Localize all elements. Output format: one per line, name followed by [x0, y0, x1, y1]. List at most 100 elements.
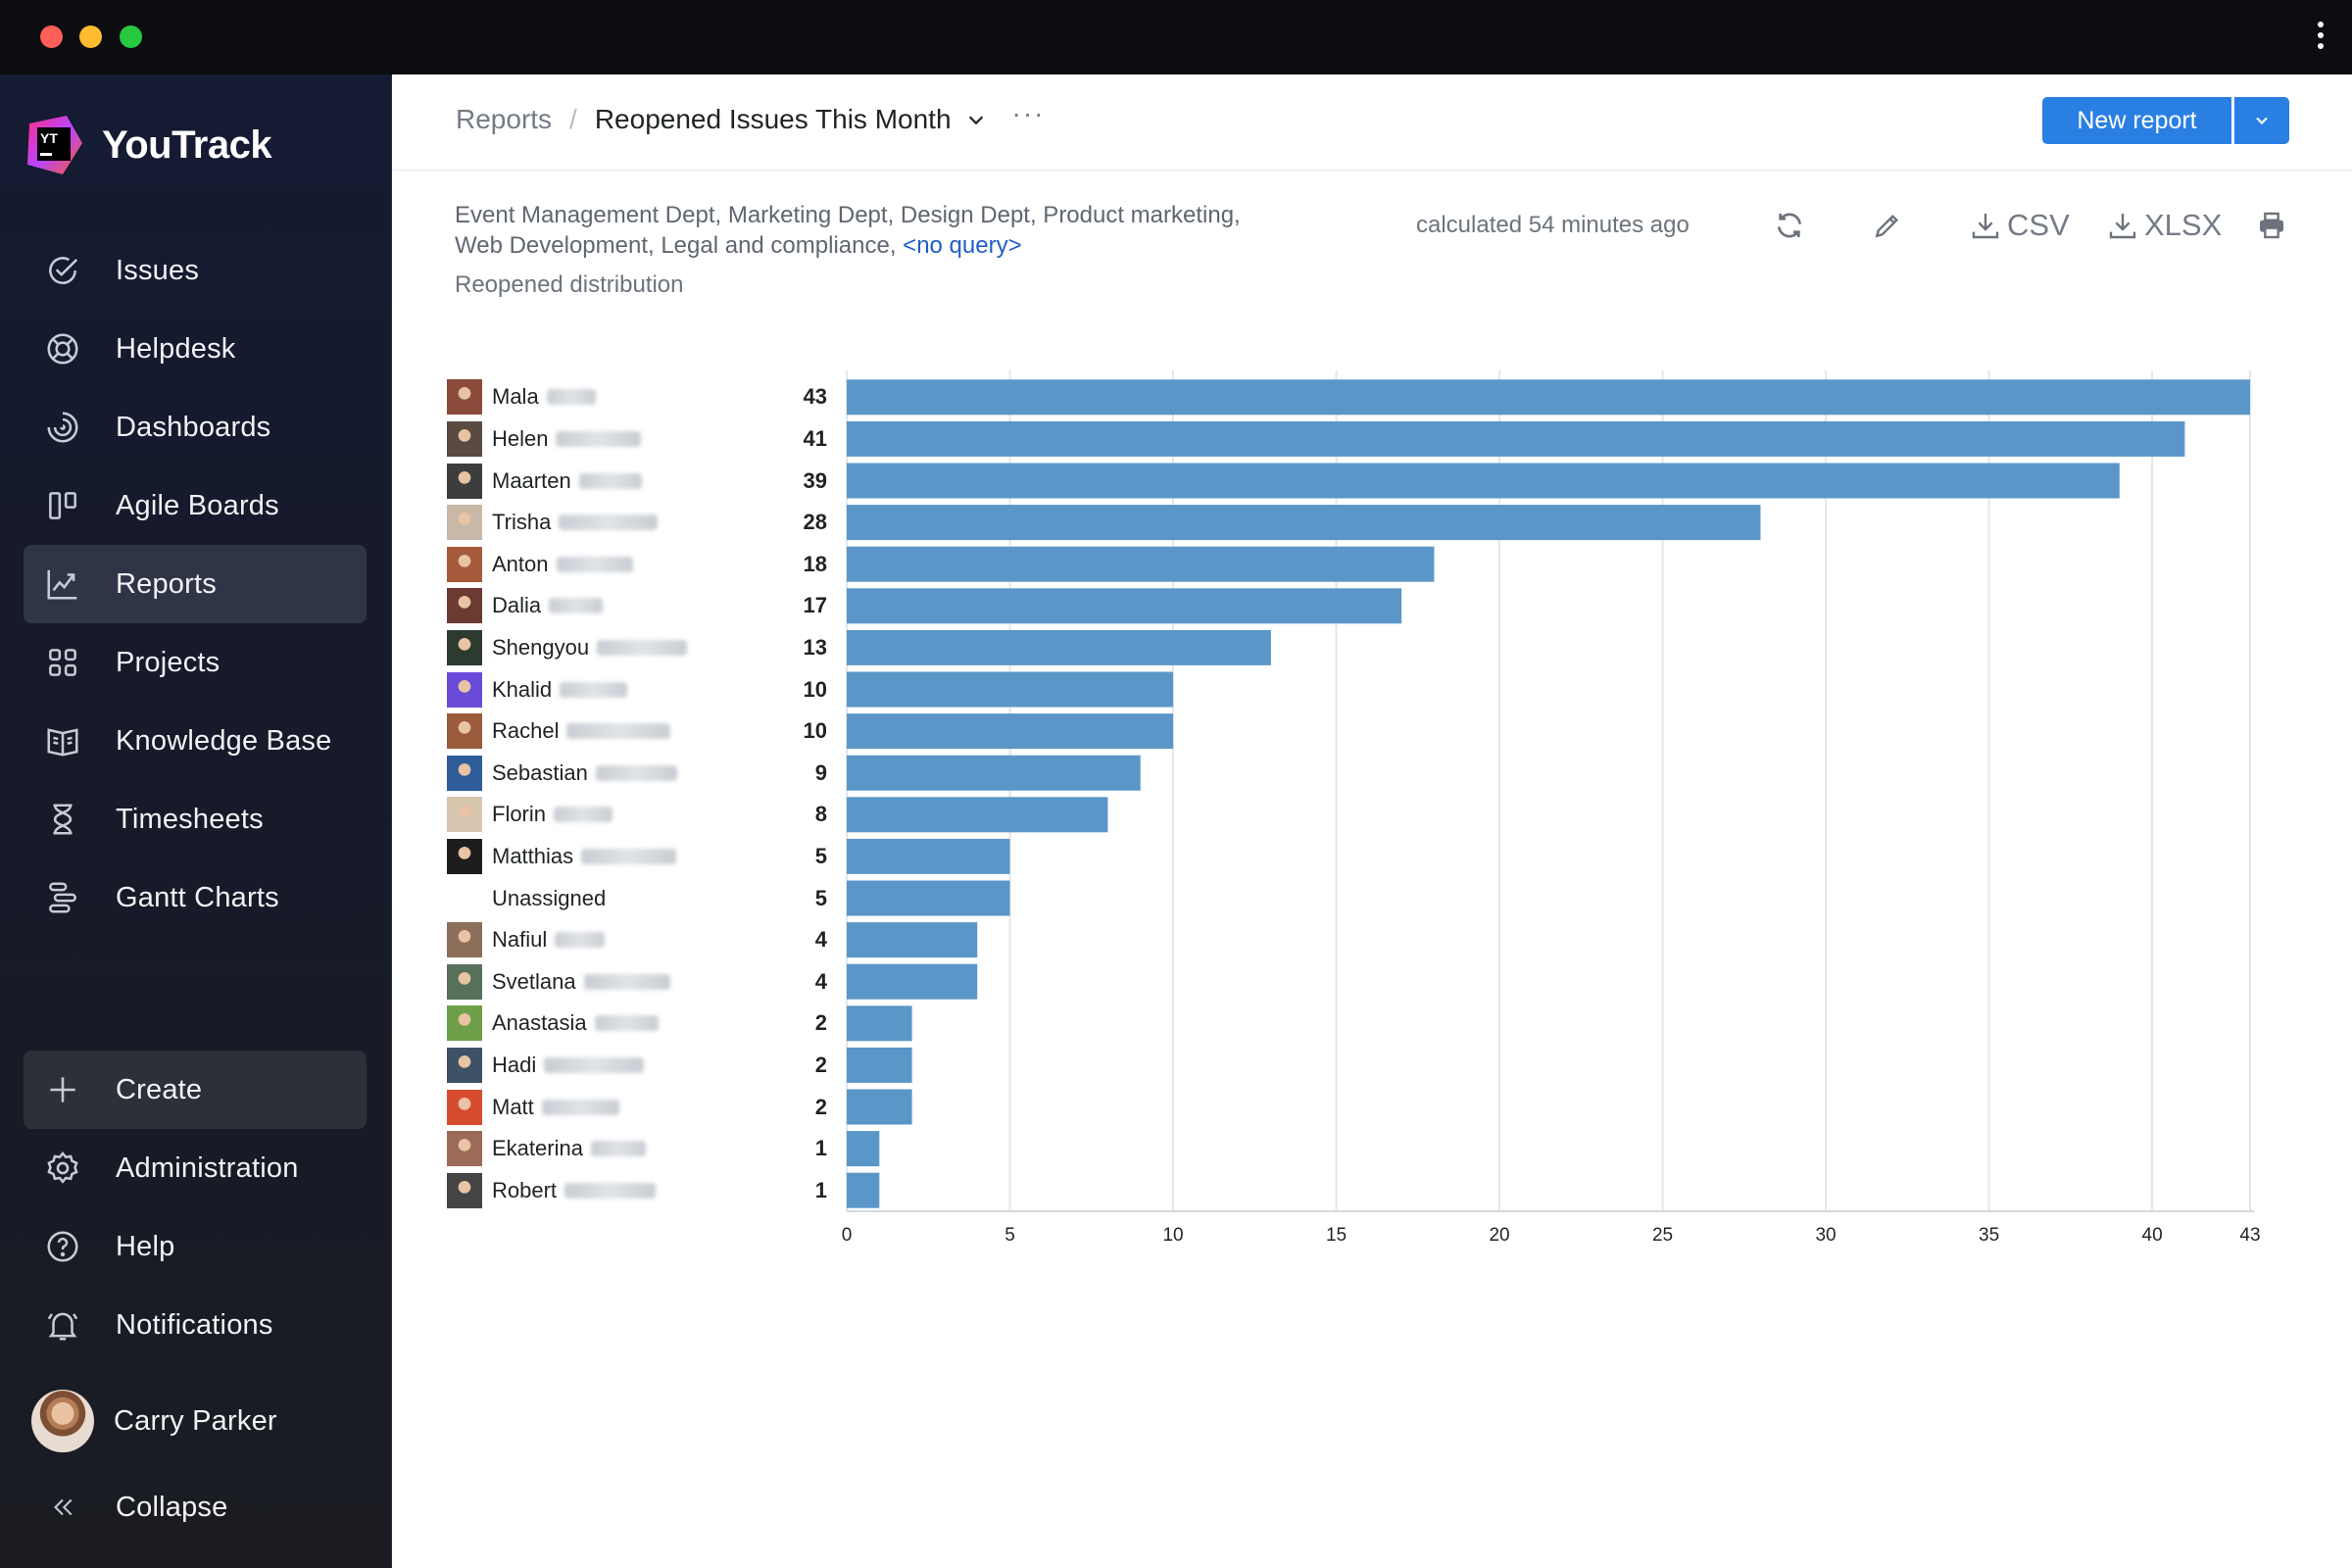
nav-item-gantt-charts[interactable]: Gantt Charts: [24, 858, 367, 937]
category-label[interactable]: Sebastian: [492, 760, 588, 785]
nav-item-reports[interactable]: Reports: [24, 545, 367, 623]
data-label: 1: [814, 1177, 827, 1202]
nav-item-administration[interactable]: Administration: [24, 1129, 367, 1207]
nav-item-dashboards[interactable]: Dashboards: [24, 388, 367, 466]
new-report-button[interactable]: New report: [2042, 97, 2231, 144]
data-label: 2: [814, 1094, 827, 1119]
edit-report-button[interactable]: [1872, 204, 1903, 247]
more-options-icon[interactable]: ···: [1011, 98, 1046, 128]
data-label: 2: [814, 1052, 827, 1077]
export-csv-button[interactable]: CSV: [1970, 204, 2070, 247]
category-label[interactable]: Shengyou: [492, 634, 590, 660]
nav-item-timesheets[interactable]: Timesheets: [24, 780, 367, 858]
avatar: [447, 922, 482, 958]
nav-item-notifications[interactable]: Notifications: [24, 1286, 367, 1364]
category-label[interactable]: Unassigned: [492, 885, 607, 910]
calculated-status: calculated 54 minutes ago: [1416, 212, 1690, 238]
redacted-surname: [581, 848, 677, 864]
report-scope: Event Management Dept, Marketing Dept, D…: [455, 200, 1307, 261]
nav-item-knowledge-base[interactable]: Knowledge Base: [24, 702, 367, 780]
breadcrumb-reports-link[interactable]: Reports: [456, 104, 553, 134]
gear-icon: [24, 1129, 102, 1207]
data-label: 1: [814, 1136, 827, 1161]
category-label[interactable]: Mala: [492, 384, 539, 410]
download-icon: [1972, 214, 1999, 239]
query-link[interactable]: <no query>: [903, 232, 1022, 259]
window-zoom-button[interactable]: [120, 25, 142, 48]
window-minimize-button[interactable]: [79, 25, 102, 48]
nav-item-label: Timesheets: [116, 803, 264, 835]
avatar: [447, 1047, 482, 1083]
category-label[interactable]: Dalia: [492, 593, 542, 618]
sidebar: YT YouTrack Issues Helpdesk Dashboards: [0, 74, 392, 1568]
x-tick-label: 20: [1489, 1225, 1509, 1246]
help-icon: [24, 1207, 102, 1286]
category-label[interactable]: Florin: [492, 802, 547, 827]
window-menu-icon[interactable]: [2317, 22, 2325, 53]
plus-icon: [24, 1051, 102, 1129]
bar-matthias: [847, 838, 1010, 874]
redacted-surname: [594, 1015, 659, 1032]
bar-sebastian: [847, 755, 1141, 791]
category-label[interactable]: Trisha: [492, 510, 552, 535]
category-label[interactable]: Nafiul: [492, 927, 548, 953]
data-label: 39: [803, 467, 827, 493]
brand-logo[interactable]: YT YouTrack: [24, 114, 272, 176]
data-label: 4: [814, 927, 827, 953]
dashboard-gauge-icon: [24, 388, 102, 466]
bar-anastasia: [847, 1005, 912, 1042]
redacted-surname: [541, 1099, 619, 1115]
bar-khalid: [847, 671, 1174, 708]
nav-item-helpdesk[interactable]: Helpdesk: [24, 310, 367, 388]
category-label[interactable]: Svetlana: [492, 968, 576, 994]
category-label[interactable]: Anton: [492, 551, 549, 576]
avatar: [447, 1005, 482, 1042]
nav-item-label: Issues: [116, 254, 200, 286]
category-label[interactable]: Rachel: [492, 718, 560, 744]
category-label[interactable]: Hadi: [492, 1052, 537, 1077]
nav-item-issues[interactable]: Issues: [24, 231, 367, 310]
category-label[interactable]: Ekaterina: [492, 1136, 583, 1161]
redacted-surname: [578, 472, 642, 489]
report-header: Reports / Reopened Issues This Month ···…: [393, 74, 2352, 171]
redacted-surname: [566, 723, 671, 740]
category-label[interactable]: Maarten: [492, 467, 571, 493]
create-button[interactable]: Create: [24, 1051, 367, 1129]
download-icon: [2109, 214, 2136, 239]
category-label[interactable]: Khalid: [492, 676, 553, 702]
x-tick-label: 40: [2142, 1225, 2163, 1246]
nav-item-projects[interactable]: Projects: [24, 623, 367, 702]
window-close-button[interactable]: [40, 25, 63, 48]
category-label[interactable]: Robert: [492, 1177, 558, 1202]
avatar: [447, 713, 482, 750]
svg-text:YT: YT: [40, 130, 58, 146]
recalculate-button[interactable]: [1774, 204, 1805, 247]
nav-item-label: Reports: [116, 567, 217, 600]
user-name: Carry Parker: [114, 1404, 277, 1437]
bar-rachel: [847, 713, 1174, 750]
avatar: [447, 797, 482, 833]
avatar: [447, 1131, 482, 1167]
avatar: [447, 463, 482, 499]
x-tick-label: 0: [842, 1225, 853, 1246]
category-label[interactable]: Helen: [492, 425, 549, 451]
chevron-down-icon[interactable]: [965, 109, 987, 130]
data-label: 18: [803, 551, 827, 576]
page-title[interactable]: Reopened Issues This Month: [594, 104, 952, 134]
data-label: 41: [803, 425, 827, 451]
printer-icon: [2260, 212, 2283, 239]
user-profile[interactable]: Carry Parker: [24, 1377, 367, 1465]
bar-helen: [847, 420, 2185, 457]
issues-check-icon: [24, 231, 102, 310]
nav-item-help[interactable]: Help: [24, 1207, 367, 1286]
category-label[interactable]: Anastasia: [492, 1010, 587, 1036]
avatar: [447, 379, 482, 416]
nav-item-agile-boards[interactable]: Agile Boards: [24, 466, 367, 545]
collapse-button[interactable]: Collapse: [24, 1468, 367, 1546]
print-button[interactable]: [2256, 204, 2287, 247]
category-label[interactable]: Matt: [492, 1094, 534, 1119]
category-label[interactable]: Matthias: [492, 843, 574, 868]
new-report-dropdown-button[interactable]: [2234, 97, 2289, 144]
export-xlsx-button[interactable]: XLSX: [2107, 204, 2222, 247]
redacted-surname: [583, 973, 670, 990]
